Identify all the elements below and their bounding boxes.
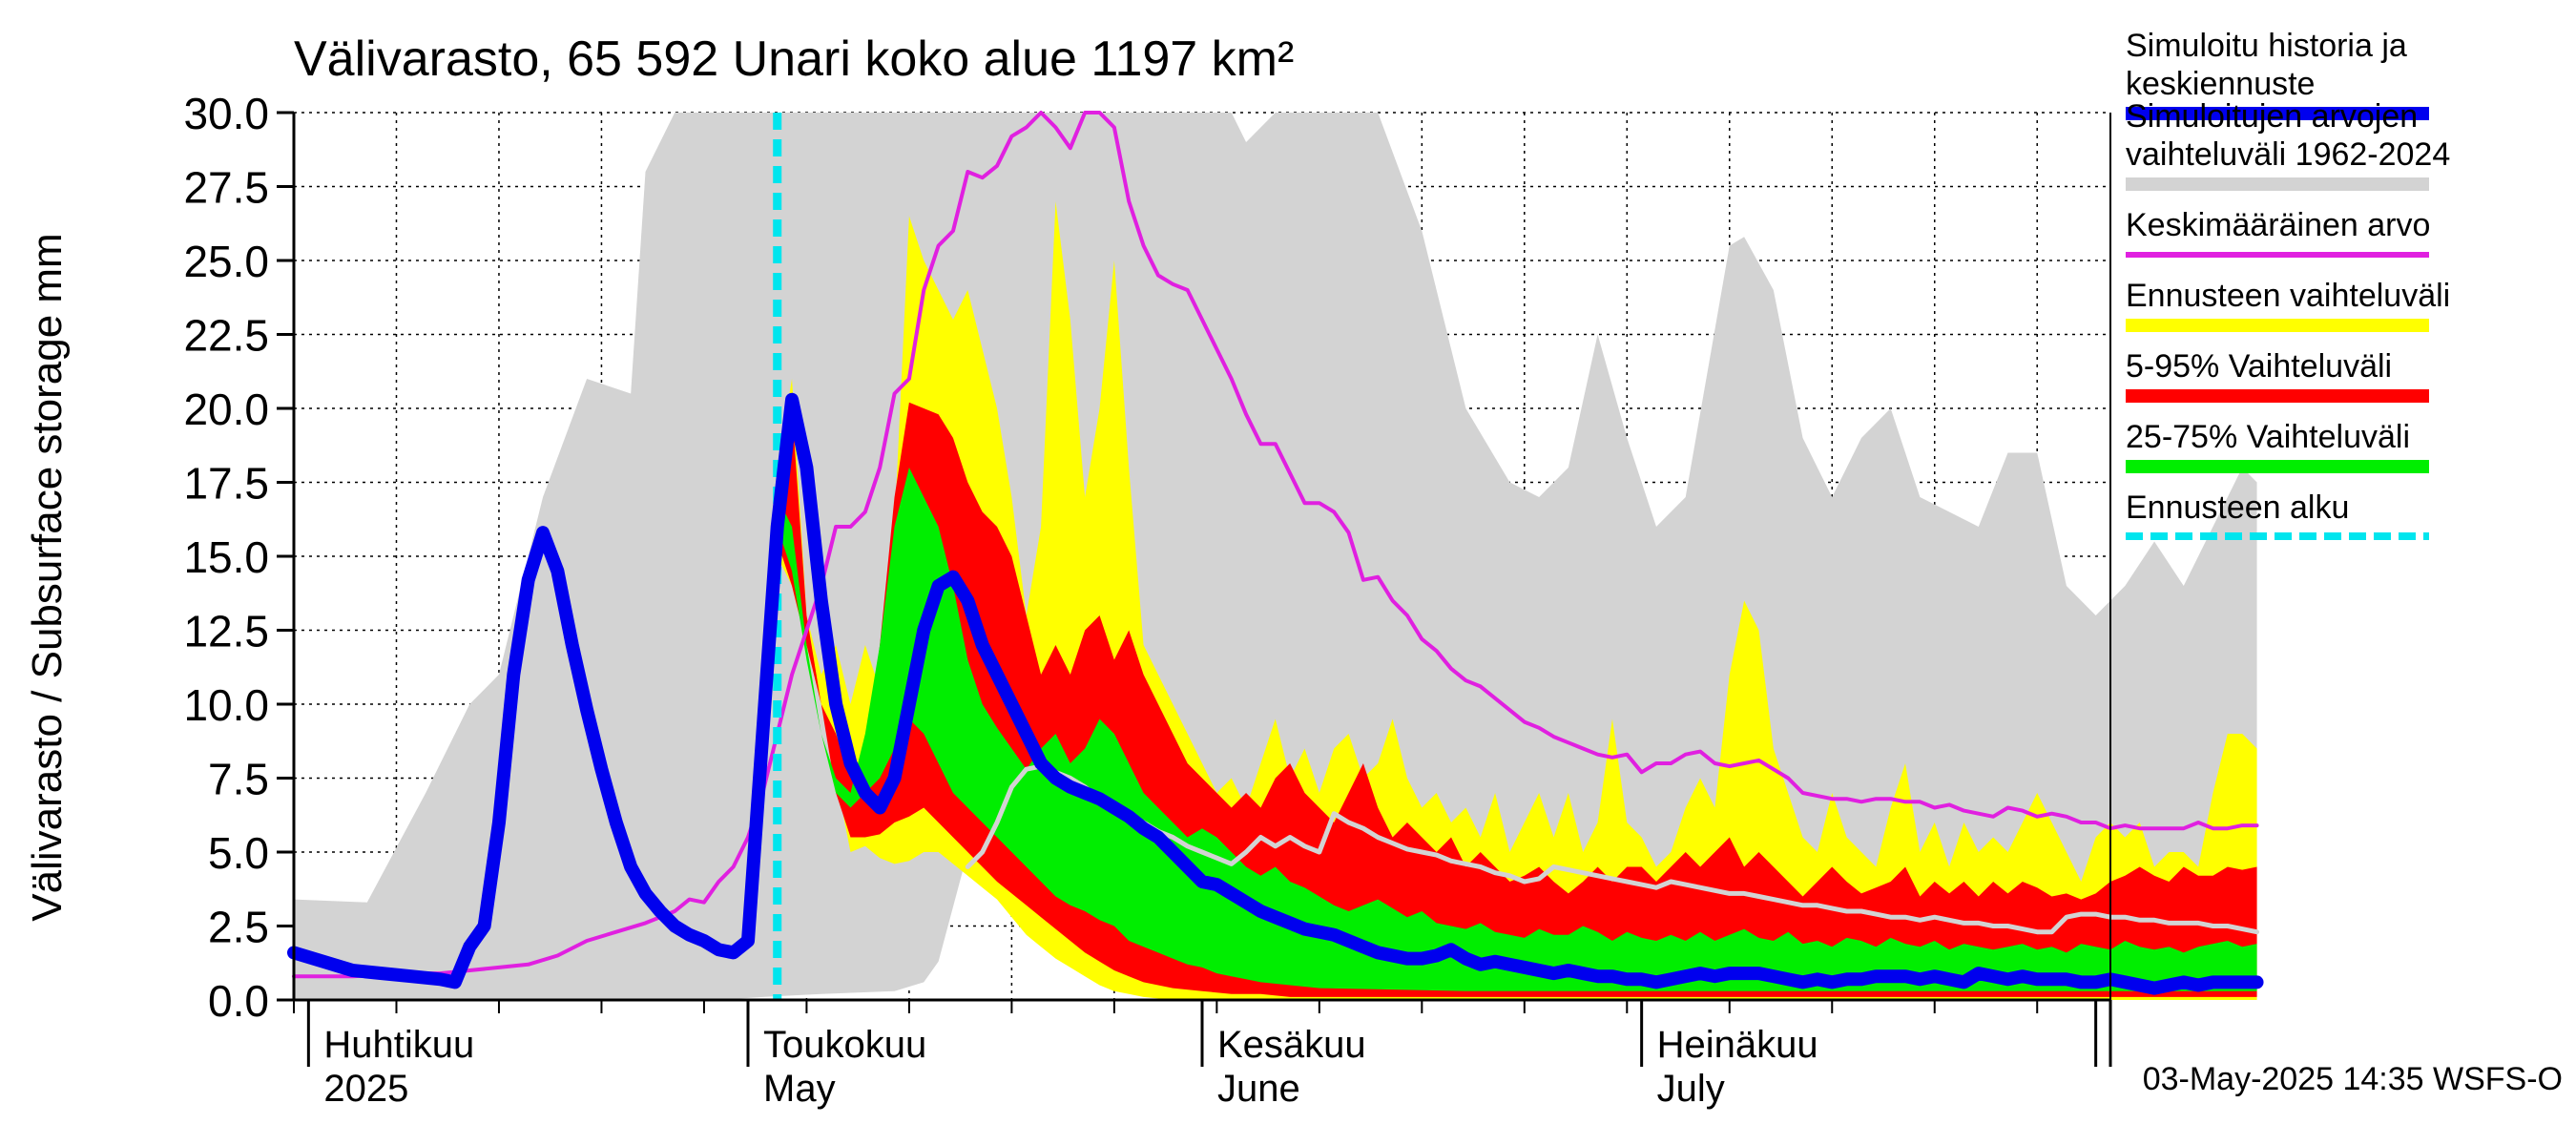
legend-item-mean: Keskimääräinen arvo <box>2126 191 2545 261</box>
month-label-en: 2025 <box>323 1068 408 1110</box>
timestamp-footer: 03-May-2025 14:35 WSFS-O <box>2142 1061 2563 1097</box>
month-label-fi: Heinäkuu <box>1657 1024 1818 1066</box>
y-tick-label: 10.0 <box>183 680 269 730</box>
y-tick-label: 30.0 <box>183 89 269 138</box>
simulated-line <box>287 392 2264 995</box>
y-tick-label: 7.5 <box>208 755 269 804</box>
legend-label: Simuloitu historia ja keskiennuste <box>2126 28 2407 102</box>
y-tick-label: 12.5 <box>183 607 269 656</box>
legend-item-forecast-range: Ennusteen vaihteluväli <box>2126 261 2545 332</box>
legend-item-forecast-start: Ennusteen alku <box>2126 473 2545 544</box>
chart-title: Välivarasto, 65 592 Unari koko alue 1197… <box>294 31 1295 87</box>
month-label-en: June <box>1217 1068 1300 1110</box>
legend-item-simulated: Simuloitu historia ja keskiennuste <box>2126 28 2545 120</box>
legend-swatch-red-band <box>2126 389 2429 403</box>
band-3 <box>777 468 2257 991</box>
y-tick-label: 20.0 <box>183 385 269 434</box>
median-line <box>965 763 2260 935</box>
legend: Simuloitu historia ja keskiennuste Simul… <box>2126 28 2545 544</box>
y-axis-label: Välivarasto / Subsurface storage mm <box>24 233 71 922</box>
legend-swatch-blue-line <box>2126 107 2429 120</box>
legend-label: Ennusteen alku <box>2126 489 2350 526</box>
y-tick-label: 0.0 <box>208 976 269 1026</box>
legend-item-5-95: 5-95% Vaihteluväli <box>2126 332 2545 403</box>
y-tick-label: 17.5 <box>183 459 269 509</box>
month-label-fi: Huhtikuu <box>323 1024 474 1066</box>
y-tick-label: 2.5 <box>208 903 269 952</box>
legend-item-range: Simuloitujen arvojen vaihteluväli 1962-2… <box>2126 98 2545 191</box>
legend-swatch-green-band <box>2126 460 2429 473</box>
legend-label: Keskimääräinen arvo <box>2126 207 2431 243</box>
y-tick-label: 22.5 <box>183 311 269 361</box>
y-tick-label: 15.0 <box>183 532 269 582</box>
legend-swatch-magenta-line <box>2126 252 2429 258</box>
legend-swatch-cyan-dashed <box>2126 532 2429 540</box>
month-label-fi: Toukokuu <box>763 1024 926 1066</box>
y-tick-label: 5.0 <box>208 828 269 878</box>
lines <box>287 111 2264 1000</box>
y-tick-label: 27.5 <box>183 163 269 213</box>
legend-swatch-grey-band <box>2126 177 2429 191</box>
month-label-fi: Kesäkuu <box>1217 1024 1366 1066</box>
legend-item-25-75: 25-75% Vaihteluväli <box>2126 403 2545 473</box>
bands <box>294 113 2257 1000</box>
legend-label: Ennusteen vaihteluväli <box>2126 278 2451 314</box>
legend-label: Simuloitujen arvojen vaihteluväli 1962-2… <box>2126 98 2451 173</box>
legend-swatch-yellow-band <box>2126 319 2429 332</box>
mean-line <box>292 111 2259 979</box>
month-label-en: May <box>763 1068 836 1110</box>
axes: 0.0 2.5 5.0 7.5 10.0 12.5 15.0 17.5 20.0 22.5 25.0… <box>183 89 2112 1110</box>
y-tick-label: 25.0 <box>183 237 269 286</box>
month-label-en: July <box>1657 1068 1725 1110</box>
legend-label: 25-75% Vaihteluväli <box>2126 419 2410 455</box>
legend-label: 5-95% Vaihteluväli <box>2126 348 2393 385</box>
